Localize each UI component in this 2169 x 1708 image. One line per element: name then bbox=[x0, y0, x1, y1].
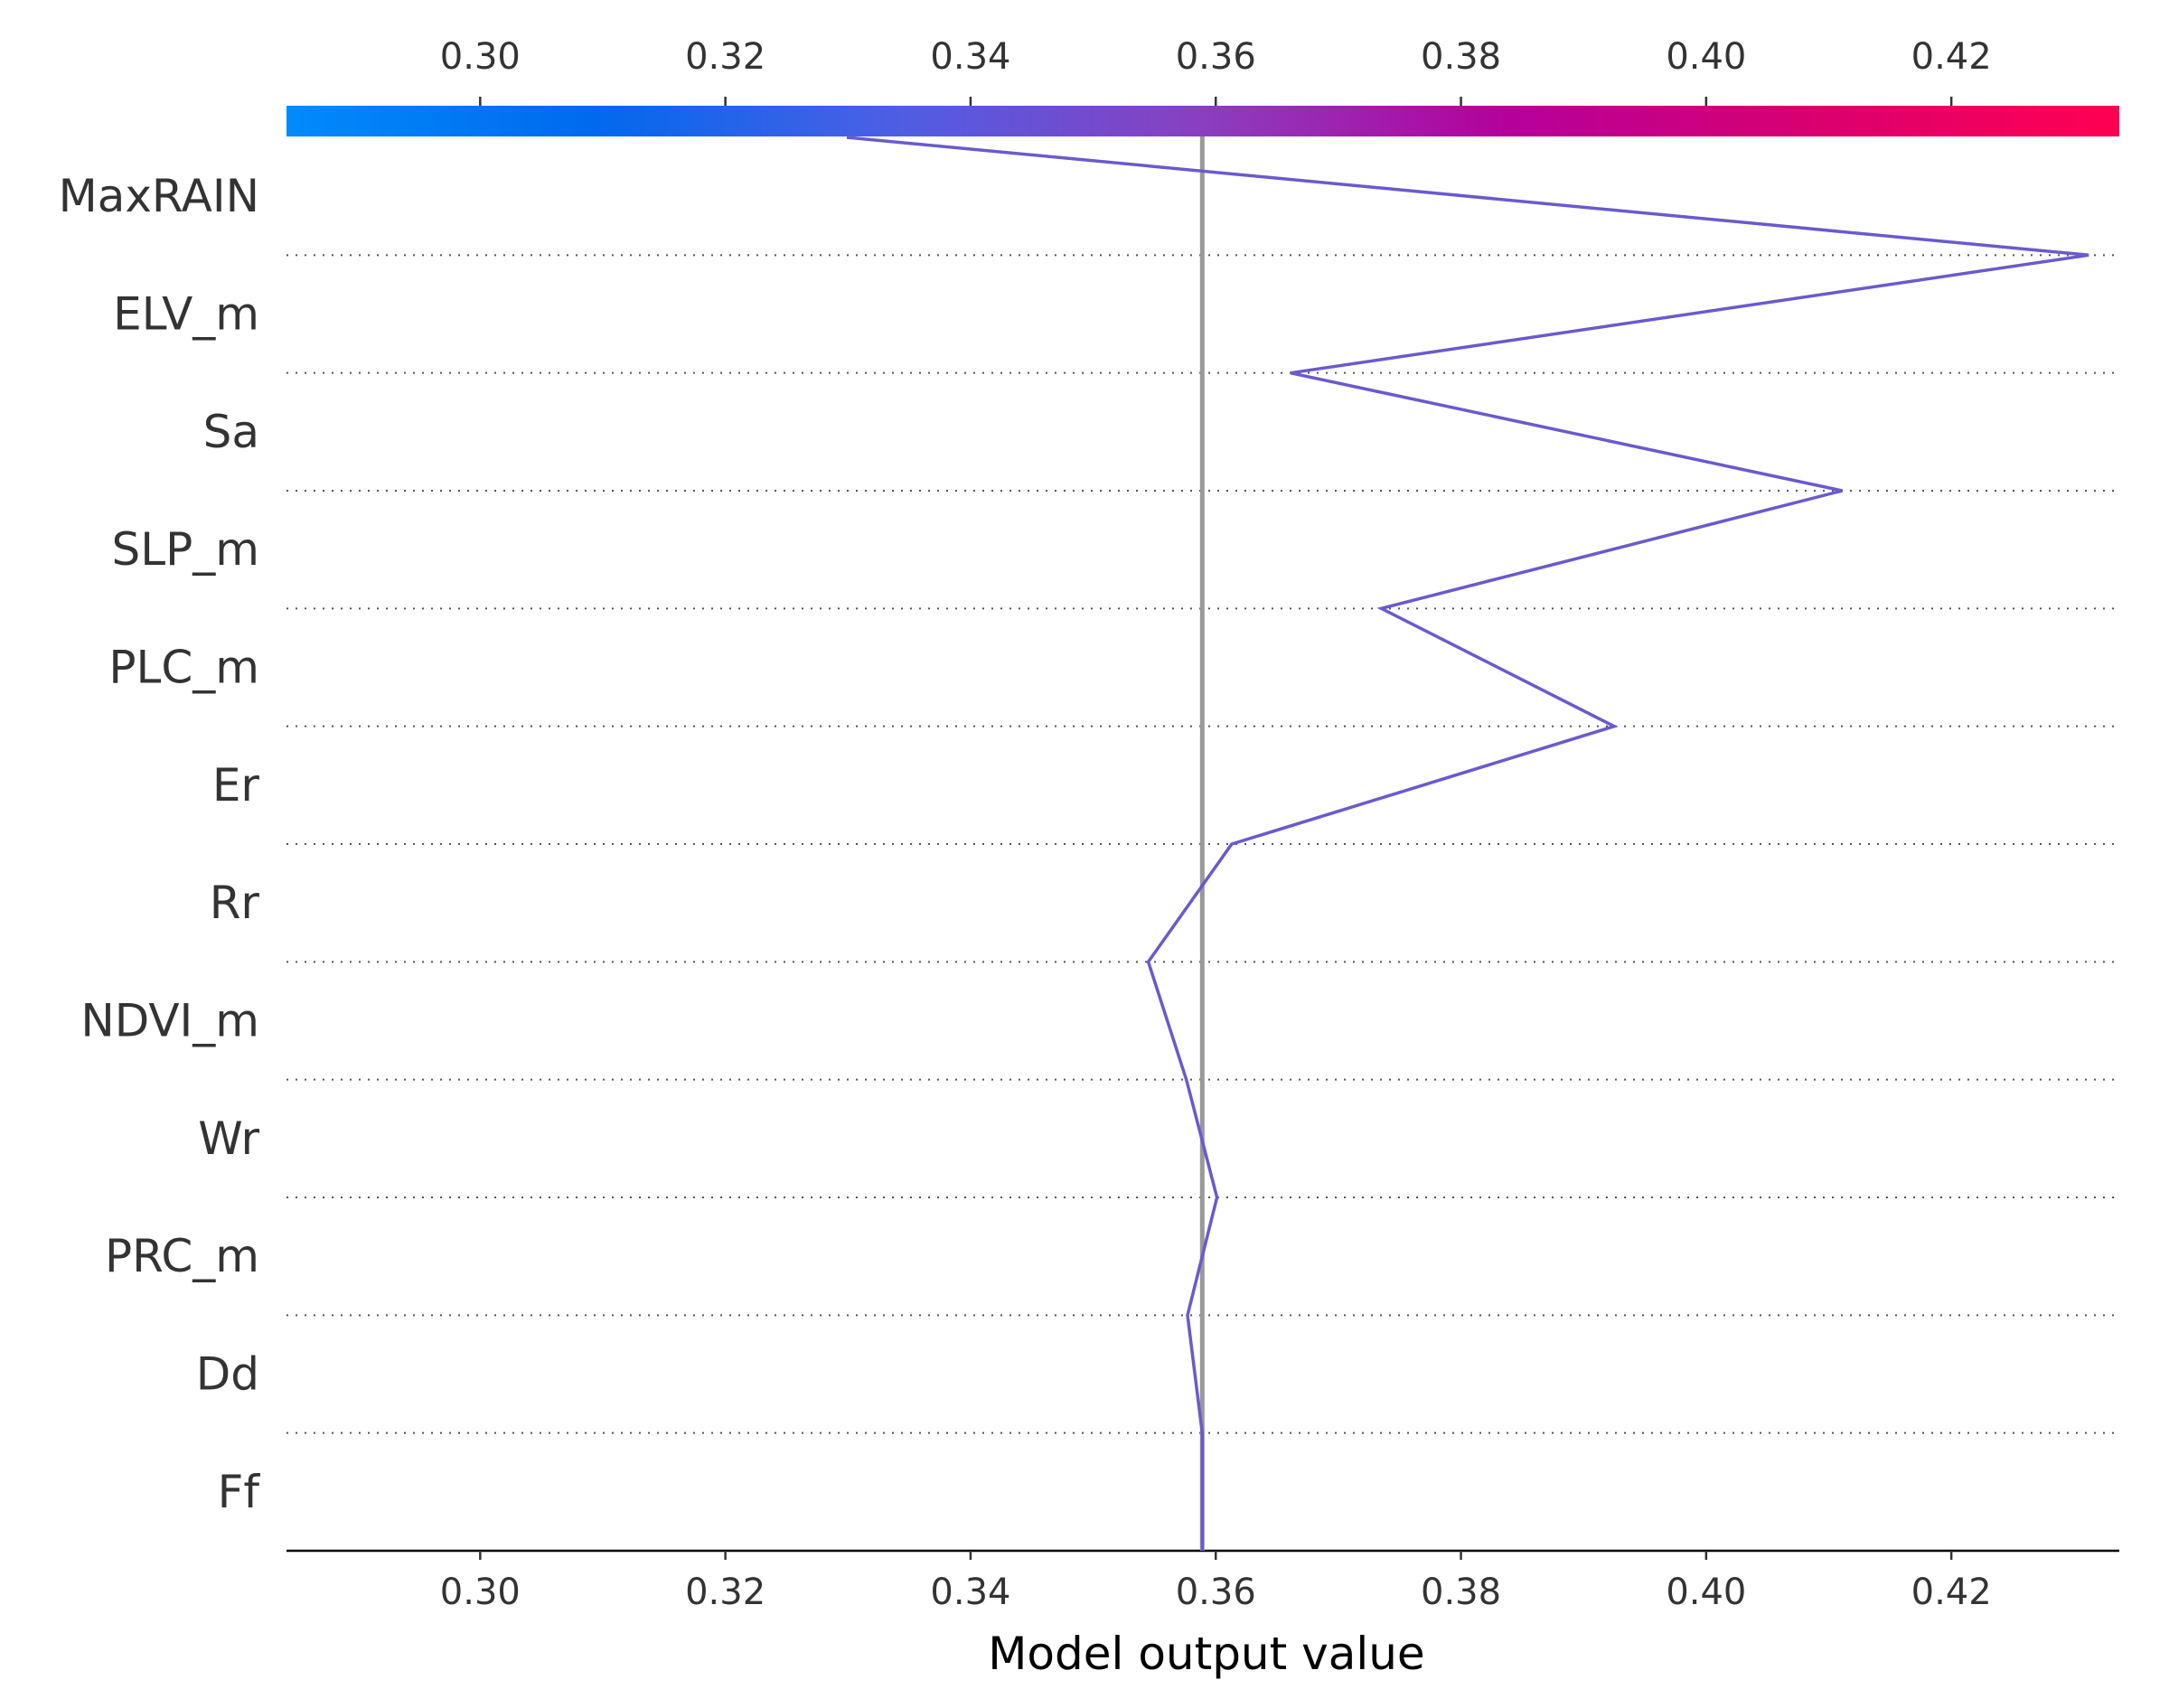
feature-label: PLC_m bbox=[108, 642, 259, 694]
bottom-tick-label: 0.36 bbox=[1176, 1572, 1256, 1613]
feature-label: SLP_m bbox=[112, 523, 259, 576]
top-tick-label: 0.30 bbox=[440, 36, 521, 78]
feature-label: Ff bbox=[218, 1466, 261, 1518]
top-tick-label: 0.38 bbox=[1421, 36, 1501, 78]
decision-path bbox=[846, 136, 2089, 1552]
feature-label: Dd bbox=[196, 1348, 259, 1401]
feature-label: NDVI_m bbox=[80, 995, 259, 1047]
bottom-tick-label: 0.42 bbox=[1911, 1572, 1992, 1613]
top-axis-ticks: 0.30 0.32 0.34 0.36 0.38 0.40 0.42 bbox=[440, 36, 1992, 106]
bottom-axis-ticks: 0.30 0.32 0.34 0.36 0.38 0.40 0.42 bbox=[286, 1549, 2119, 1613]
feature-label: Wr bbox=[198, 1112, 259, 1165]
top-tick-label: 0.32 bbox=[685, 36, 765, 78]
bottom-tick-label: 0.30 bbox=[440, 1572, 521, 1613]
feature-labels: MaxRAIN ELV_m Sa SLP_m PLC_m Er Rr NDVI_m Wr PRC_… bbox=[59, 170, 261, 1518]
bottom-tick-label: 0.32 bbox=[685, 1572, 765, 1613]
gridlines bbox=[286, 254, 2119, 1434]
feature-label: ELV_m bbox=[113, 288, 259, 341]
top-tick-label: 0.34 bbox=[930, 36, 1010, 78]
colorbar-gradient bbox=[286, 106, 2119, 136]
top-tick-label: 0.40 bbox=[1666, 36, 1746, 78]
bottom-tick-label: 0.40 bbox=[1666, 1572, 1746, 1613]
decision-path-line bbox=[846, 136, 2089, 1551]
feature-label: MaxRAIN bbox=[59, 170, 259, 222]
feature-label: Rr bbox=[210, 877, 260, 929]
top-tick-label: 0.36 bbox=[1176, 36, 1256, 78]
feature-label: PRC_m bbox=[105, 1230, 259, 1282]
bottom-tick-label: 0.38 bbox=[1421, 1572, 1501, 1613]
x-axis-title: Model output value bbox=[988, 1628, 1424, 1680]
top-tick-label: 0.42 bbox=[1911, 36, 1992, 78]
bottom-tick-label: 0.34 bbox=[930, 1572, 1010, 1613]
colorbar bbox=[286, 106, 2119, 136]
feature-label: Er bbox=[212, 759, 260, 812]
feature-label: Sa bbox=[203, 406, 259, 458]
